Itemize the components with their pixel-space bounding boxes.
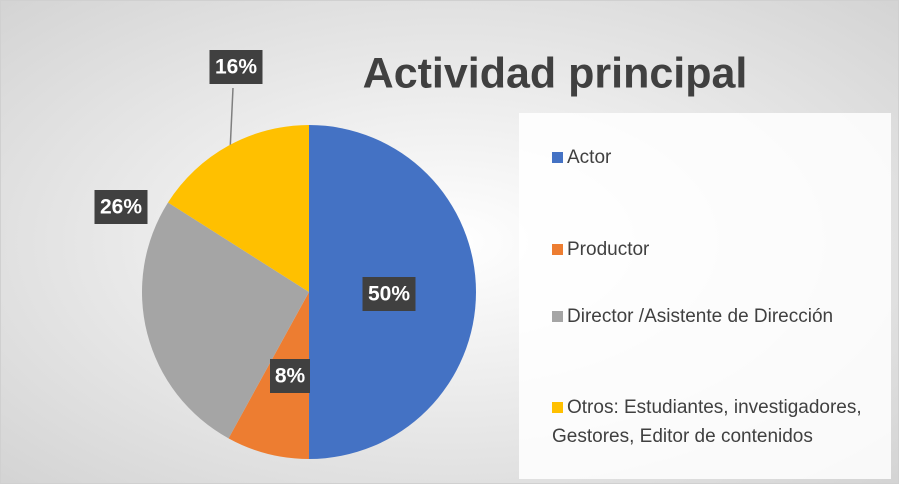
legend-entry: Actor xyxy=(552,143,882,172)
data-label: 50% xyxy=(368,283,410,306)
legend-label: Director /Asistente de Dirección xyxy=(567,306,834,327)
legend-label: Actor xyxy=(567,147,612,168)
legend-label: Otros: Estudiantes, investigadores, Gest… xyxy=(552,397,862,447)
legend-swatch xyxy=(552,402,563,413)
legend-entry: Productor xyxy=(552,235,882,264)
legend-swatch xyxy=(552,311,563,322)
data-label: 8% xyxy=(275,365,306,388)
legend-entry: Otros: Estudiantes, investigadores, Gest… xyxy=(552,393,882,451)
legend-swatch xyxy=(552,244,563,255)
pie-slice xyxy=(142,202,309,439)
data-label: 16% xyxy=(215,56,257,79)
pie-slice xyxy=(167,124,309,292)
legend-entry: Director /Asistente de Dirección xyxy=(552,302,882,331)
leader-line xyxy=(229,87,234,153)
data-label-box xyxy=(209,50,263,84)
chart-title: Actividad principal xyxy=(363,49,748,97)
data-label-box xyxy=(270,359,310,393)
pie-slice xyxy=(228,292,309,460)
data-label: 26% xyxy=(100,196,142,219)
legend-label: Productor xyxy=(567,239,650,260)
legend-swatch xyxy=(552,152,563,163)
data-label-box xyxy=(94,190,148,224)
legend: Actor Productor Director /Asistente de Dir… xyxy=(519,113,891,479)
data-label-box xyxy=(362,277,416,311)
